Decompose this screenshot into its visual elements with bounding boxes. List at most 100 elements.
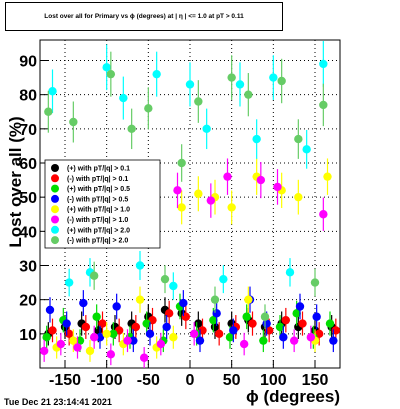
data-point: [256, 175, 266, 185]
data-point: [227, 203, 236, 212]
series-3: [42, 293, 335, 353]
data-point: [275, 322, 285, 332]
data-point: [45, 305, 55, 315]
data-point: [219, 274, 228, 284]
legend-marker: [51, 184, 59, 193]
data-point: [279, 333, 288, 342]
data-point: [209, 315, 218, 325]
data-point: [69, 336, 78, 345]
data-point: [92, 312, 101, 321]
data-point: [194, 97, 203, 106]
y-tick-label: 40: [19, 224, 37, 241]
y-tick-label: 90: [19, 54, 37, 71]
data-point: [81, 322, 91, 332]
data-point: [98, 319, 107, 328]
chart-title: Lost over all for Primary vs ϕ (degrees)…: [44, 13, 244, 20]
data-point: [252, 134, 261, 144]
data-point: [73, 343, 82, 352]
series-5: [52, 158, 332, 362]
legend-marker: [51, 194, 59, 203]
data-point: [185, 80, 195, 89]
data-point: [169, 281, 178, 291]
data-point: [85, 346, 95, 356]
data-point: [195, 336, 205, 345]
data-point: [244, 90, 253, 99]
x-tick-label: -50: [137, 372, 160, 389]
data-point: [298, 319, 307, 328]
legend-entry: (+) with pT/|q| > 0.5: [67, 186, 130, 193]
data-point: [295, 302, 305, 311]
data-point: [102, 63, 111, 72]
series-4: [45, 286, 338, 353]
series-8: [44, 51, 328, 330]
series-2: [48, 300, 341, 346]
y-tick-label: 60: [19, 156, 37, 173]
legend-box: [44, 159, 161, 249]
data-point: [239, 339, 249, 349]
data-point: [119, 93, 128, 103]
legend-marker: [51, 164, 59, 172]
data-point: [89, 271, 99, 280]
data-point: [48, 326, 57, 335]
axis-ticks: -150 -100 -50 0 50 100 150 10 20 30 40 50 60 70 80 90: [19, 54, 328, 390]
data-point: [129, 336, 138, 345]
data-point: [312, 312, 321, 321]
data-point: [89, 333, 99, 342]
data-point: [310, 278, 320, 287]
data-point: [123, 336, 132, 345]
data-point: [319, 100, 328, 110]
data-point: [56, 339, 66, 349]
data-point: [177, 158, 186, 168]
data-point: [248, 319, 257, 328]
data-point: [242, 312, 251, 321]
timestamp-footer: Tue Dec 21 23:14:41 2021: [4, 397, 112, 407]
data-point: [294, 192, 303, 202]
y-tick-label: 50: [19, 190, 37, 207]
data-point: [42, 333, 51, 342]
legend-entry: (+) with pT/|q| > 0.1: [67, 166, 130, 173]
data-point: [95, 333, 105, 342]
chart-title-box: Lost over all for Primary vs ϕ (degrees)…: [5, 2, 283, 31]
data-point: [102, 329, 111, 339]
data-point: [64, 278, 74, 287]
data-point: [227, 73, 236, 82]
data-point: [306, 333, 316, 342]
data-point: [145, 329, 155, 339]
data-point: [127, 124, 136, 134]
x-tick-label: 0: [186, 372, 195, 389]
legend-entry: (-) with pT/|q| > 1.0: [67, 217, 128, 224]
data-point: [69, 117, 78, 127]
data-point: [173, 186, 182, 195]
data-point: [112, 302, 121, 311]
data-point: [156, 339, 166, 349]
data-point: [302, 145, 311, 154]
data-point: [106, 350, 116, 359]
data-point: [131, 322, 141, 332]
y-tick-label: 20: [19, 293, 37, 310]
y-tick-label: 80: [19, 88, 37, 105]
legend-marker: [51, 205, 59, 214]
legend-marker: [51, 225, 59, 234]
data-point: [210, 295, 220, 304]
legend-entry: (+) with pT/|q| > 1.0: [67, 207, 130, 214]
y-tick-label: 70: [19, 122, 37, 139]
data-point: [62, 319, 71, 328]
data-point: [202, 124, 211, 134]
x-tick-label: -150: [49, 372, 81, 389]
data-point: [152, 69, 161, 79]
data-point: [48, 87, 57, 96]
series-7: [48, 40, 328, 300]
data-point: [135, 295, 145, 304]
y-tick-label: 30: [19, 259, 37, 276]
data-point: [179, 298, 188, 308]
x-tick-label: -100: [91, 372, 123, 389]
data-point: [259, 336, 268, 345]
data-point: [319, 210, 328, 219]
legend: (+) with pT/|q| > 0.1 (-) with pT/|q| > 0…: [44, 159, 161, 249]
legend-marker: [51, 174, 59, 183]
legend-entry: (-) with pT/|q| > 0.1: [67, 176, 128, 183]
data-point: [225, 333, 235, 342]
x-tick-label: 100: [260, 372, 287, 389]
data-point: [323, 172, 332, 181]
